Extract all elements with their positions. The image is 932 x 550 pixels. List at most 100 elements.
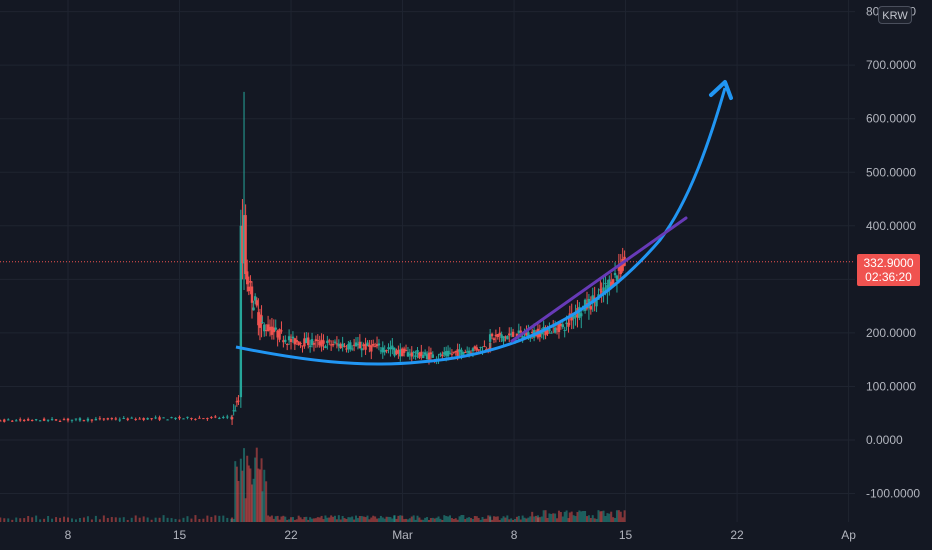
candle-body <box>366 342 369 347</box>
volume-bar <box>150 519 153 522</box>
candle-body <box>381 347 384 353</box>
candle-body <box>206 418 209 420</box>
candle-body <box>291 336 295 339</box>
volume-bar <box>570 511 573 522</box>
candle-body <box>531 331 534 333</box>
candle-body <box>202 418 205 420</box>
volume-bar <box>252 478 255 522</box>
volume-bar <box>521 515 524 522</box>
volume-bar <box>63 516 66 522</box>
volume-bar <box>458 516 461 522</box>
candle-body <box>352 344 356 346</box>
rounded-bottom-curve[interactable] <box>235 87 727 366</box>
volume-bar <box>471 518 474 522</box>
candle-body <box>299 343 302 345</box>
candle-body <box>360 348 363 351</box>
candle-body <box>401 348 404 357</box>
candle-body <box>621 258 624 271</box>
y-axis[interactable]: 0.0000100.0000200.0000300.0000400.000050… <box>866 5 920 501</box>
volume-bar <box>47 515 50 522</box>
candle-body <box>329 344 333 346</box>
candle-body <box>559 323 563 326</box>
candle-body <box>54 419 58 421</box>
volume-bar <box>276 515 279 522</box>
volume-bar <box>464 519 467 522</box>
x-axis[interactable]: 8 15 22 Mar 8 15 22 Ap <box>65 528 857 542</box>
candle-body <box>194 418 197 420</box>
candle-body <box>222 417 225 419</box>
candle-body <box>454 350 457 353</box>
trendline[interactable] <box>510 216 688 343</box>
volume-bar <box>86 516 89 522</box>
candle-body <box>423 352 427 355</box>
volume-bar <box>288 519 291 522</box>
candle-body <box>310 339 314 345</box>
candle-body <box>345 348 348 350</box>
x-tick-label: 15 <box>173 528 187 542</box>
candle-body <box>527 332 530 339</box>
volume-bar <box>515 516 518 522</box>
grid-layer <box>0 0 855 522</box>
candle-body <box>26 419 30 421</box>
candle-body <box>328 340 331 342</box>
x-tick-label: Mar <box>392 528 413 542</box>
candle-layer[interactable] <box>0 91 626 425</box>
candle-body <box>258 314 262 328</box>
volume-bar <box>98 519 101 522</box>
volume-bar <box>234 461 237 522</box>
volume-bar <box>244 498 247 522</box>
candle-body <box>307 337 310 346</box>
volume-bar <box>600 511 603 522</box>
candle-body <box>66 418 70 421</box>
volume-bar <box>290 517 293 522</box>
volume-bar <box>462 515 465 522</box>
volume-bar <box>366 515 369 522</box>
volume-bar <box>293 519 296 522</box>
candle-body <box>393 348 396 356</box>
candle-body <box>548 328 551 332</box>
volume-bar <box>426 517 429 522</box>
candle-body <box>295 339 298 343</box>
candle-body <box>567 322 570 327</box>
candle-body <box>412 351 415 353</box>
candle-body <box>282 340 285 343</box>
y-tick-label: 500.0000 <box>866 165 916 179</box>
y-tick-label: 200.0000 <box>866 326 916 340</box>
volume-bar <box>456 519 459 522</box>
candle-body <box>162 417 165 419</box>
volume-bar <box>218 515 221 522</box>
volume-bar <box>243 448 246 522</box>
volume-bar <box>249 468 252 522</box>
volume-bar <box>606 513 609 522</box>
y-tick-label: 100.0000 <box>866 379 916 393</box>
volume-bar <box>231 517 234 522</box>
candle-body <box>182 418 185 420</box>
candle-body <box>370 345 373 352</box>
volume-bar <box>580 511 583 522</box>
volume-bar <box>556 518 559 522</box>
candle-body <box>606 285 609 293</box>
volume-bar <box>454 518 457 522</box>
candle-body <box>615 275 619 282</box>
volume-bar <box>78 517 81 522</box>
candle-body <box>350 348 354 350</box>
candle-body <box>272 327 276 333</box>
candle-body <box>589 306 593 310</box>
candle-body <box>333 341 337 343</box>
candle-body <box>324 346 327 349</box>
candle-body <box>158 417 161 420</box>
candle-body <box>130 417 133 419</box>
candle-body <box>0 420 2 422</box>
currency-badge[interactable]: KRW <box>878 6 912 24</box>
candle-body <box>467 350 471 354</box>
candle-body <box>492 338 496 340</box>
candle-body <box>268 326 272 331</box>
candle-body <box>446 350 450 357</box>
candle-body <box>70 419 74 421</box>
volume-bar <box>222 515 225 522</box>
candle-body <box>383 350 386 353</box>
volume-bar <box>347 517 350 522</box>
candle-body <box>483 346 486 348</box>
